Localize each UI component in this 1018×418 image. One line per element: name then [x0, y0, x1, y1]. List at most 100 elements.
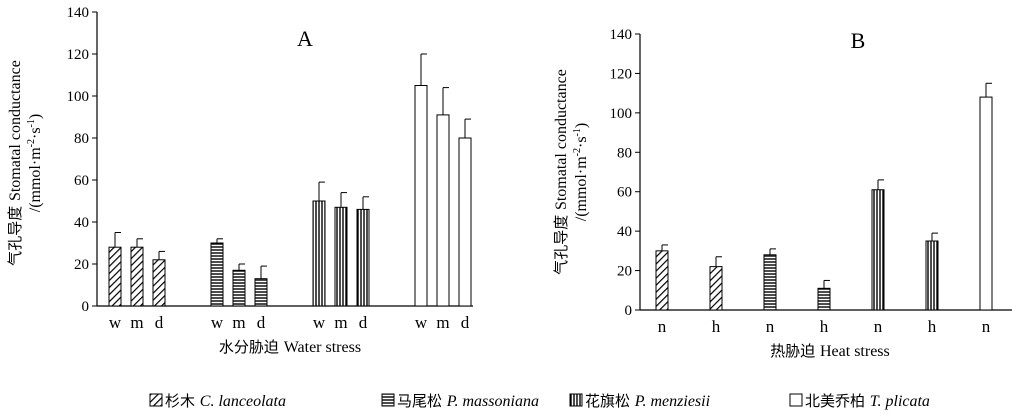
bar: [871, 189, 885, 311]
y-axis-label-en: Stomatal conductance: [7, 60, 24, 201]
y-axis-unit: /(mmol·m-2·s-1): [572, 123, 590, 221]
bar: [763, 254, 777, 311]
x-axis-label-en: Water stress: [284, 339, 361, 356]
x-axis-label: 水分胁迫 Water stress: [219, 338, 361, 356]
bar: [925, 240, 939, 311]
x-tick-label: n: [658, 317, 667, 336]
x-tick-label: m: [334, 313, 347, 332]
bar: [436, 114, 450, 307]
x-tick-label: d: [155, 313, 164, 332]
x-tick-label: h: [712, 317, 721, 336]
legend-swatch: [569, 393, 583, 407]
legend-label-zh: 马尾松: [397, 392, 447, 410]
y-tick-label: 60: [617, 185, 632, 201]
bar: [709, 266, 723, 311]
x-tick-label: m: [232, 313, 245, 332]
legend-label-en: P. massoniana: [446, 393, 539, 410]
legend-label-zh: 杉木: [165, 392, 200, 410]
x-tick-label: d: [359, 313, 368, 332]
legend-label-en: P. menziesii: [634, 393, 710, 410]
y-tick-label: 0: [625, 303, 633, 319]
legend-item-vert: 花旗松 P. menziesii: [569, 392, 710, 410]
x-tick-label: w: [313, 313, 326, 332]
y-axis-label: 气孔导度 Stomatal conductance: [552, 69, 570, 275]
bar: [108, 246, 122, 307]
chart-panel-B: 0 20 40 60 80 100 120 140 B 气孔导度 Stomatal conduct…: [552, 27, 1012, 360]
y-axis-unit: /(mmol·m-2·s-1): [26, 114, 44, 212]
legend-item-diag: 杉木 C. lanceolata: [149, 392, 286, 410]
y-tick-label: 0: [82, 299, 90, 315]
y-tick-label: 120: [610, 66, 633, 82]
y-tick-label: 40: [617, 224, 632, 240]
y-tick-label: 100: [67, 89, 90, 105]
y-tick-label: 80: [617, 145, 632, 161]
bar: [414, 85, 428, 307]
bar: [130, 246, 144, 307]
x-axis-label-zh: 热胁迫: [770, 342, 820, 360]
series-open: nh: [979, 82, 993, 336]
y-tick-label: 140: [610, 27, 633, 43]
x-tick-label: n: [766, 317, 775, 336]
x-tick-label: m: [436, 313, 449, 332]
chart-panel-A: 0 20 40 60 80 100 120 140 A 气孔导度 Stomatal conduct…: [6, 5, 473, 356]
legend-label: 杉木 C. lanceolata: [165, 392, 286, 410]
y-axis-label: 气孔导度 Stomatal conductance: [6, 60, 24, 266]
legend-label: 马尾松 P. massoniana: [397, 392, 539, 410]
legend-label-en: C. lanceolata: [200, 393, 286, 410]
x-tick-label: h: [928, 317, 937, 336]
x-axis-label-en: Heat stress: [820, 343, 890, 360]
y-axis-label-zh: 气孔导度: [552, 210, 570, 275]
bar: [232, 269, 246, 307]
y-axis-label-zh: 气孔导度: [6, 201, 24, 266]
legend: 杉木 C. lanceolata 马尾松 P. massoniana 花旗松 P. …: [149, 392, 930, 410]
bar: [817, 287, 831, 311]
x-tick-label: d: [461, 313, 470, 332]
bar: [210, 242, 224, 307]
x-axis-label-zh: 水分胁迫: [219, 338, 284, 356]
x-tick-label: w: [211, 313, 224, 332]
legend-label-zh: 北美乔柏: [805, 392, 870, 410]
y-tick-label: 40: [74, 215, 89, 231]
legend-label-zh: 花旗松: [585, 392, 635, 410]
bar: [458, 137, 472, 307]
bar: [312, 200, 326, 307]
legend-swatch: [149, 393, 163, 407]
chart-panels: 0 20 40 60 80 100 120 140 A 气孔导度 Stomatal conduct…: [6, 5, 1012, 360]
y-tick-label: 20: [74, 257, 89, 273]
bar: [152, 259, 166, 307]
panel-title: B: [851, 28, 866, 53]
legend-label: 北美乔柏 T. plicata: [805, 392, 930, 410]
y-tick-label: 20: [617, 264, 632, 280]
bar: [356, 208, 370, 307]
y-tick-label: 60: [74, 173, 89, 189]
bar: [979, 96, 993, 311]
legend-swatch: [381, 393, 395, 407]
x-tick-label: n: [982, 317, 991, 336]
y-tick-label: 80: [74, 131, 89, 147]
legend-item-open: 北美乔柏 T. plicata: [789, 392, 930, 410]
y-tick-label: 120: [67, 47, 90, 63]
panel-title: A: [297, 26, 313, 51]
legend-swatch: [789, 393, 803, 407]
y-axis-label-en: Stomatal conductance: [553, 69, 570, 210]
legend-label-en: T. plicata: [870, 393, 930, 410]
x-axis-label: 热胁迫 Heat stress: [770, 342, 890, 360]
bar: [655, 250, 669, 311]
x-tick-label: n: [874, 317, 883, 336]
bar: [254, 278, 268, 307]
y-tick-label: 100: [610, 106, 633, 122]
x-tick-label: d: [257, 313, 266, 332]
x-tick-label: w: [109, 313, 122, 332]
x-tick-label: m: [130, 313, 143, 332]
legend-item-horiz: 马尾松 P. massoniana: [381, 392, 539, 410]
legend-label: 花旗松 P. menziesii: [585, 392, 710, 410]
x-tick-label: h: [820, 317, 829, 336]
